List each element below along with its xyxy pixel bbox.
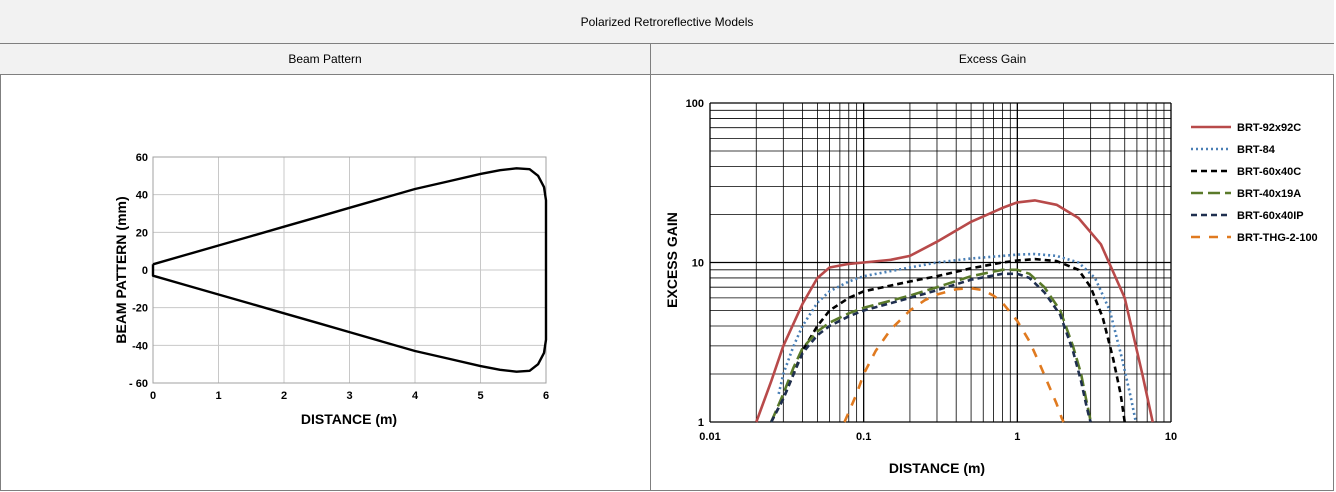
legend-label-5: BRT-60x40IP: [1237, 210, 1304, 222]
beam-x-tick-label: 6: [543, 390, 549, 402]
table-header-row: Beam Pattern Excess Gain: [0, 44, 1334, 75]
beam-y-tick-label: 60: [136, 152, 148, 164]
legend-label-1: BRT-92x92C: [1237, 122, 1301, 134]
gain-y-tick-label: 10: [692, 258, 704, 270]
beam-tick-labels: 0 1 2 3 4 5 6 60 40 20 0 -20 -40 - 60: [129, 152, 549, 402]
beam-x-tick-label: 3: [346, 390, 352, 402]
gain-x-tick-label: 1: [1014, 431, 1020, 443]
beam-x-tick-label: 1: [215, 390, 221, 402]
gain-y-axis-label: EXCESS GAIN: [664, 212, 680, 308]
legend-label-4: BRT-40x19A: [1237, 188, 1301, 200]
column-divider: [650, 44, 651, 491]
beam-x-axis-label: DISTANCE (m): [301, 411, 397, 427]
beam-grid: [152, 156, 547, 384]
gain-x-tick-label: 0.01: [699, 431, 720, 443]
gain-x-axis-label: DISTANCE (m): [889, 460, 985, 476]
gain-series-line-6: [843, 286, 1065, 423]
gain-series: [755, 199, 1154, 423]
beam-y-tick-label: -40: [132, 340, 148, 352]
beam-y-tick-label: 0: [142, 265, 148, 277]
gain-series-line-2: [777, 252, 1138, 423]
gain-legend: BRT-92x92C BRT-84 BRT-60x40C BRT-40x19A BRT-…: [1191, 122, 1318, 244]
gain-series-line-5: [770, 272, 1092, 423]
gain-x-tick-label: 10: [1165, 431, 1177, 443]
table-title: Polarized Retroreflective Models: [0, 0, 1334, 44]
beam-x-tick-label: 4: [412, 390, 419, 402]
beam-y-tick-label: 20: [136, 227, 148, 239]
gain-series-line-3: [770, 257, 1126, 423]
gain-x-tick-label: 0.1: [856, 431, 871, 443]
beam-x-tick-label: 2: [281, 390, 287, 402]
gain-grid: [709, 102, 1172, 423]
excess-gain-chart: 0.01 0.1 1 10 100 10 1 BRT-92x92C BRT-84 BRT-60x…: [664, 98, 1318, 476]
beam-y-tick-label: - 60: [129, 378, 148, 390]
beam-pattern-chart: 0 1 2 3 4 5 6 60 40 20 0 -20 -40 - 60 DISTANCE (m) BE…: [113, 152, 549, 427]
column-header-excess-gain: Excess Gain: [958, 52, 1027, 66]
beam-pattern-line: [151, 167, 548, 373]
gain-y-tick-label: 100: [686, 98, 704, 110]
beam-y-tick-label: -20: [132, 303, 148, 315]
gain-y-tick-label: 1: [698, 417, 704, 429]
column-header-beam-pattern: Beam Pattern: [288, 52, 362, 66]
beam-x-tick-label: 0: [150, 390, 156, 402]
legend-label-6: BRT-THG-2-100: [1237, 232, 1318, 244]
beam-y-axis-label: BEAM PATTERN (mm): [113, 196, 129, 343]
gain-tick-labels: 0.01 0.1 1 10 100 10 1: [686, 98, 1177, 443]
gain-series-line-4: [770, 268, 1092, 423]
beam-series: [151, 167, 548, 373]
gain-series-line-1: [755, 199, 1154, 423]
beam-x-tick-label: 5: [477, 390, 483, 402]
legend-label-3: BRT-60x40C: [1237, 166, 1301, 178]
beam-y-tick-label: 40: [136, 190, 148, 202]
legend-label-2: BRT-84: [1237, 144, 1276, 156]
